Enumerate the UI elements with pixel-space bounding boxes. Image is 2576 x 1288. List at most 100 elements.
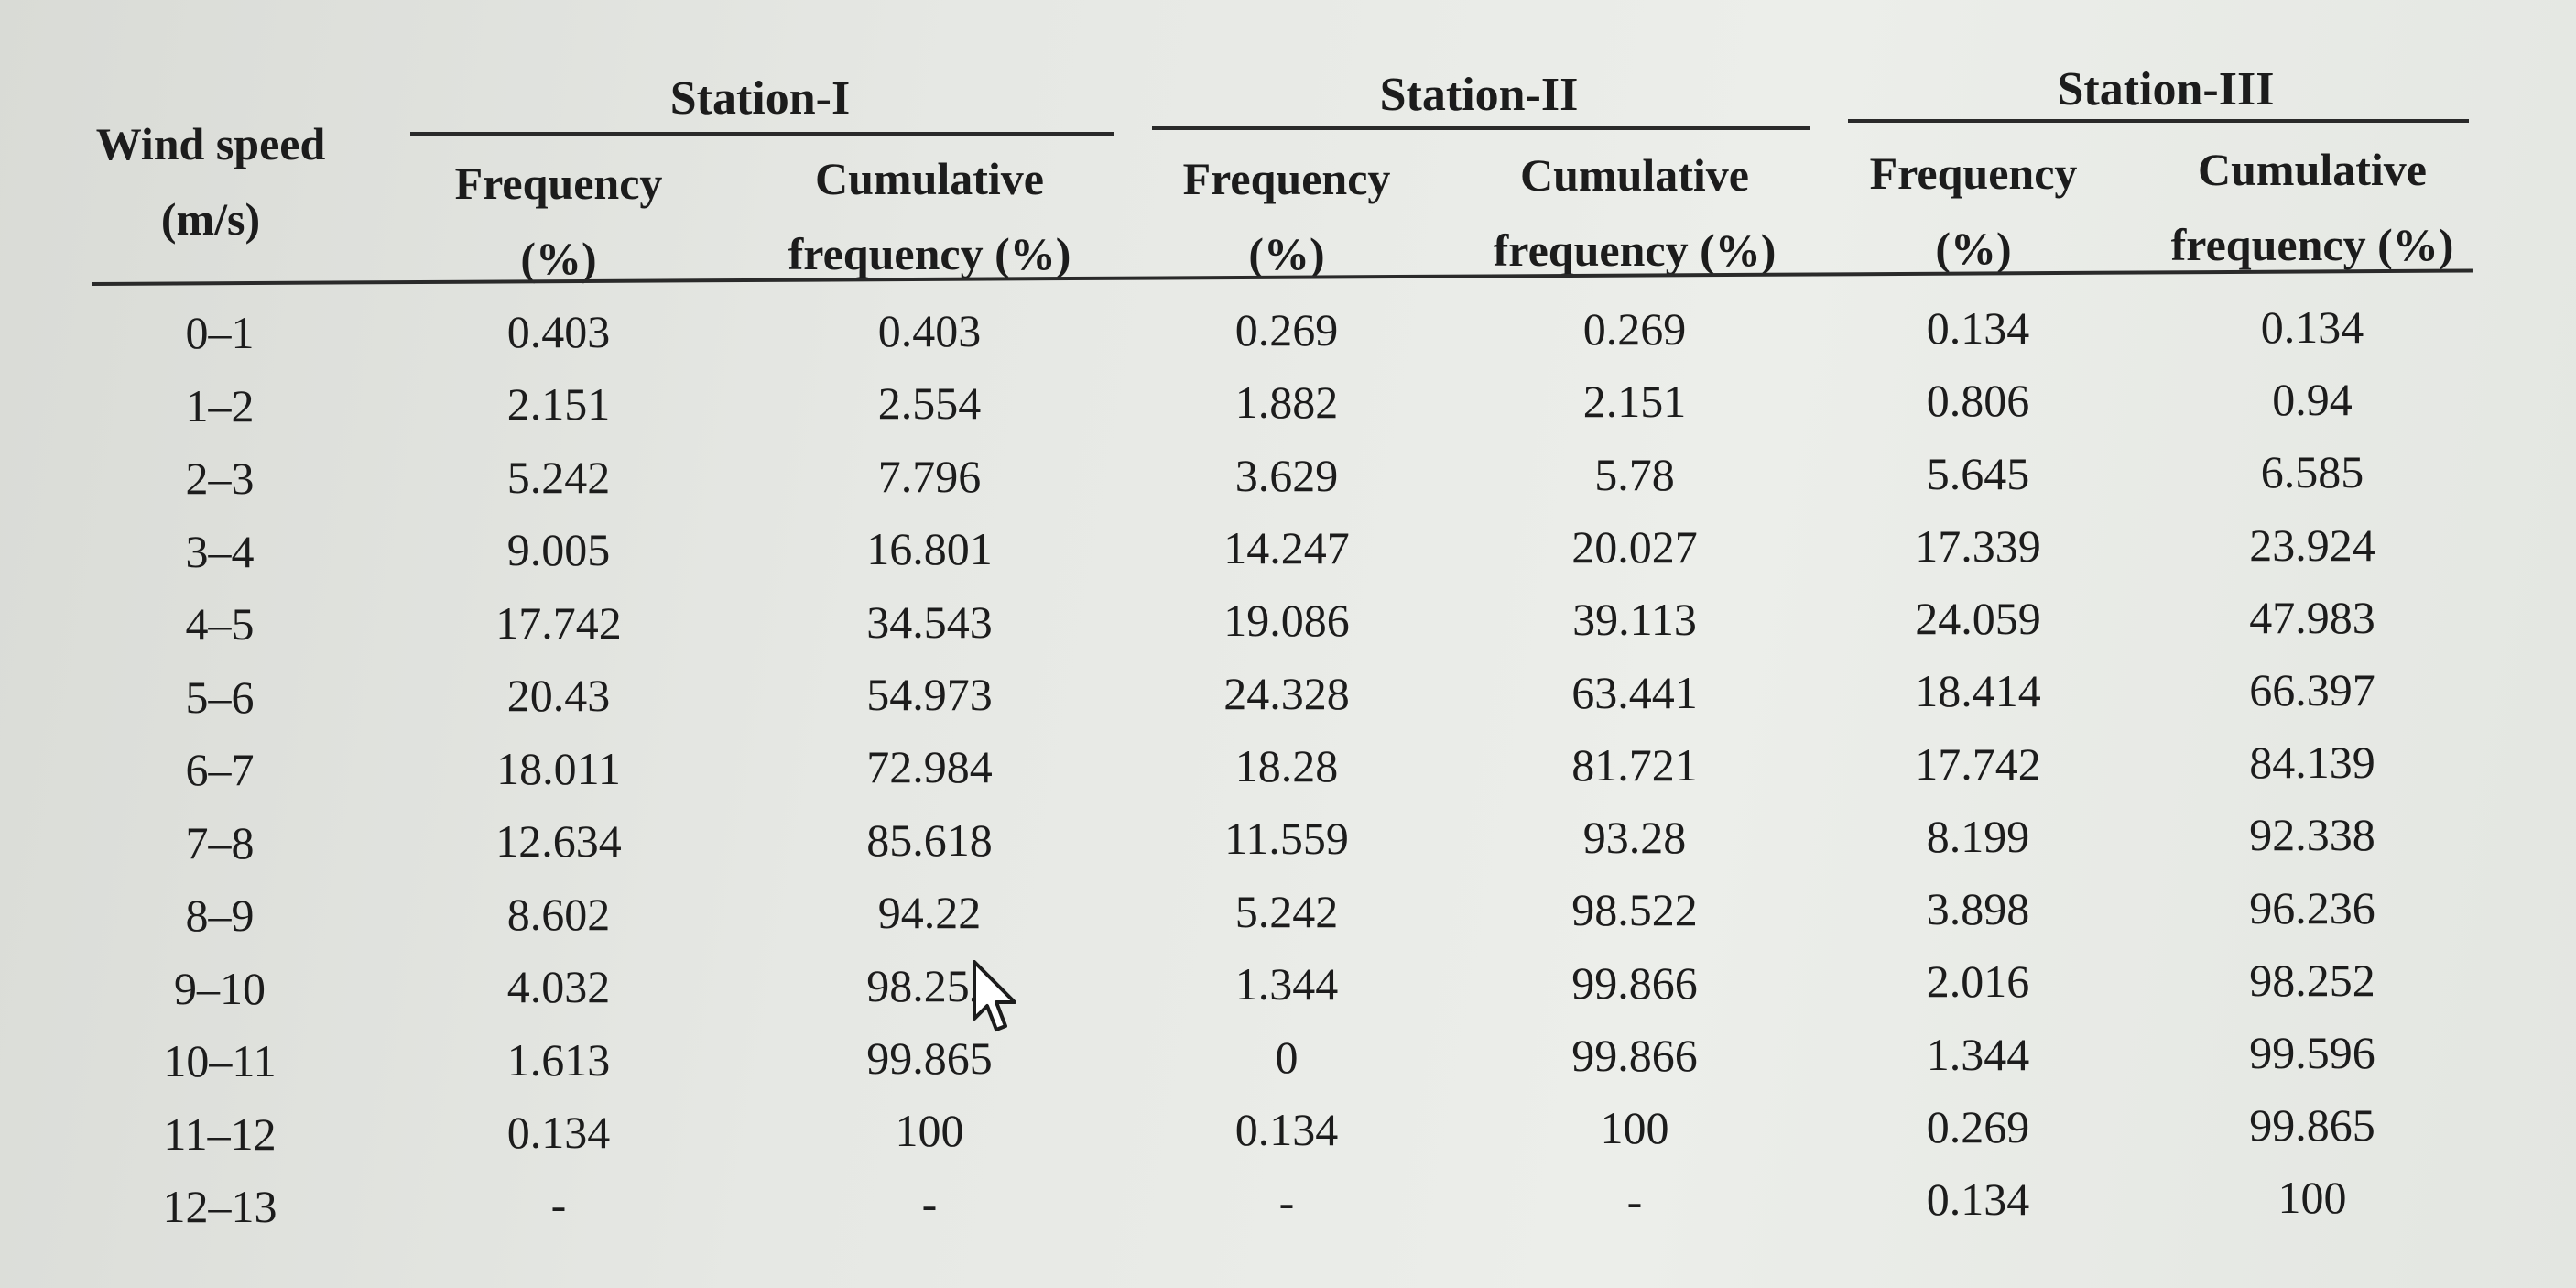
station-3-cum-header: Cumulative: [2198, 144, 2427, 195]
station-1-freq-cell: 4.032: [506, 961, 611, 1013]
station-1-freq-cell: 17.742: [495, 596, 622, 649]
header-station-1: Station-I: [669, 72, 851, 125]
station-1-cum-cell: 72.984: [866, 741, 993, 793]
station-2-cum-cell: 99.866: [1571, 956, 1698, 1009]
station-2-freq-cell: 18.28: [1234, 740, 1339, 792]
station-3-cum-cell: 99.865: [2249, 1099, 2375, 1152]
station-2-freq-cell: 0.134: [1234, 1103, 1339, 1155]
station-1-freq-cell: 5.242: [506, 451, 611, 503]
station-3-cum-cell: 92.338: [2249, 809, 2375, 861]
header-station-3: Station-III: [2057, 63, 2275, 115]
station-1-freq-cell: 0.134: [506, 1106, 611, 1158]
header-wind-speed-unit: (m/s): [160, 193, 261, 245]
station-3-freq-cell: 8.199: [1926, 810, 2030, 862]
station-1-cum-cell: 54.973: [866, 669, 993, 720]
station-1-freq-unit: (%): [520, 233, 597, 284]
station-1-freq-cell: 18.011: [496, 742, 621, 794]
station-3-rule: [1848, 119, 2469, 123]
station-1-cum-cell: 98.252: [866, 959, 993, 1011]
station-1-cum-header: Cumulative: [815, 153, 1044, 204]
station-2-cum-cell: 5.78: [1594, 448, 1675, 500]
station-2-rule: [1152, 126, 1810, 130]
wind-speed-cell: 11–12: [163, 1108, 277, 1160]
station-1-cum-unit: frequency (%): [788, 228, 1071, 279]
station-2-freq-cell: 14.247: [1223, 522, 1350, 574]
station-3-cum-cell: 23.924: [2249, 518, 2375, 571]
station-3-freq-header: Frequency: [1869, 147, 2078, 199]
station-3-freq-cell: 0.269: [1926, 1100, 2030, 1152]
station-3-cum-cell: 99.596: [2249, 1027, 2375, 1078]
station-1-cum-cell: 99.865: [866, 1032, 993, 1084]
station-2-freq-cell: 0: [1275, 1031, 1299, 1083]
station-1-cum-cell: 94.22: [877, 887, 982, 939]
station-3-freq-cell: 18.414: [1915, 665, 2041, 717]
station-2-cum-unit: frequency (%): [1493, 224, 1777, 276]
station-1-freq-cell: 0.403: [506, 306, 611, 357]
station-3-freq-cell: 0.134: [1926, 1173, 2030, 1225]
mouse-pointer-icon: [973, 960, 1016, 1031]
station-2-cum-cell: 20.027: [1571, 520, 1698, 573]
station-3-freq-cell: 0.134: [1926, 302, 2030, 354]
station-2-freq-cell: 24.328: [1223, 667, 1350, 719]
station-2-freq-header: Frequency: [1182, 153, 1391, 204]
station-2-freq-cell: 19.086: [1223, 595, 1350, 647]
wind-speed-cell: 5–6: [185, 671, 255, 723]
station-3-cum-cell: 0.134: [2260, 301, 2364, 353]
station-1-freq-cell: 9.005: [506, 524, 611, 576]
wind-speed-cell: 8–9: [185, 890, 255, 941]
wind-speed-cell: 4–5: [185, 598, 255, 649]
station-1-freq-cell: 1.613: [506, 1033, 611, 1086]
station-1-cum-cell: 16.801: [866, 523, 993, 575]
station-1-rule: [410, 132, 1114, 136]
station-2-freq-cell: 11.559: [1224, 813, 1349, 865]
station-2-cum-cell: 93.28: [1582, 812, 1687, 864]
station-1-cum-cell: 2.554: [877, 377, 982, 430]
station-3-cum-cell: 66.397: [2249, 664, 2375, 715]
station-1-cum-cell: 0.403: [877, 305, 982, 356]
station-2-cum-cell: 0.269: [1582, 303, 1687, 355]
station-3-cum-cell: 100: [2277, 1172, 2347, 1224]
station-3-cum-cell: 96.236: [2249, 881, 2375, 933]
station-2-freq-cell: 3.629: [1234, 449, 1339, 501]
station-1-cum-cell: 7.796: [877, 450, 982, 502]
station-3-cum-unit: frequency (%): [2170, 219, 2454, 270]
station-2-cum-cell: 81.721: [1571, 738, 1698, 791]
wind-speed-cell: 9–10: [174, 962, 266, 1014]
station-2-freq-cell: 5.242: [1234, 885, 1339, 937]
station-1-cum-cell: 34.543: [866, 595, 993, 648]
station-3-freq-cell: 17.742: [1915, 737, 2041, 790]
station-3-freq-cell: 0.806: [1926, 375, 2030, 427]
station-1-freq-cell: 8.602: [506, 888, 611, 940]
wind-speed-cell: 7–8: [185, 816, 255, 868]
wind-speed-cell: 0–1: [185, 307, 255, 358]
station-3-freq-cell: 2.016: [1926, 955, 2030, 1008]
wind-speed-cell: 10–11: [163, 1035, 277, 1086]
station-1-freq-cell: 12.634: [495, 815, 622, 868]
station-1-freq-cell: 20.43: [506, 670, 611, 722]
station-2-cum-cell: 100: [1600, 1102, 1669, 1154]
station-2-freq-unit: (%): [1248, 228, 1325, 279]
station-3-cum-cell: 6.585: [2260, 446, 2364, 498]
station-3-freq-cell: 3.898: [1926, 883, 2030, 934]
station-2-freq-cell: 1.882: [1234, 377, 1339, 429]
wind-speed-cell: 6–7: [185, 744, 255, 795]
station-3-freq-cell: 24.059: [1915, 593, 2041, 644]
station-1-cum-cell: 100: [895, 1105, 964, 1157]
station-2-cum-header: Cumulative: [1520, 149, 1749, 201]
station-3-cum-cell: 98.252: [2249, 954, 2375, 1006]
station-3-freq-cell: 17.339: [1915, 519, 2041, 572]
header-station-2: Station-II: [1379, 69, 1579, 121]
station-1-freq-cell: 2.151: [506, 378, 611, 431]
station-3-cum-cell: 84.139: [2249, 737, 2375, 789]
station-3-cum-cell: 0.94: [2272, 374, 2353, 426]
station-1-cum-cell: -: [921, 1177, 938, 1229]
station-3-freq-cell: 5.645: [1926, 447, 2030, 499]
wind-speed-cell: 2–3: [185, 453, 255, 504]
station-2-cum-cell: 39.113: [1572, 594, 1697, 646]
station-2-cum-cell: -: [1626, 1174, 1643, 1227]
station-2-freq-cell: 1.344: [1234, 958, 1339, 1010]
header-wind-speed: Wind speed: [95, 118, 326, 169]
station-1-cum-cell: 85.618: [866, 813, 993, 866]
wind-speed-cell: 1–2: [185, 379, 255, 431]
